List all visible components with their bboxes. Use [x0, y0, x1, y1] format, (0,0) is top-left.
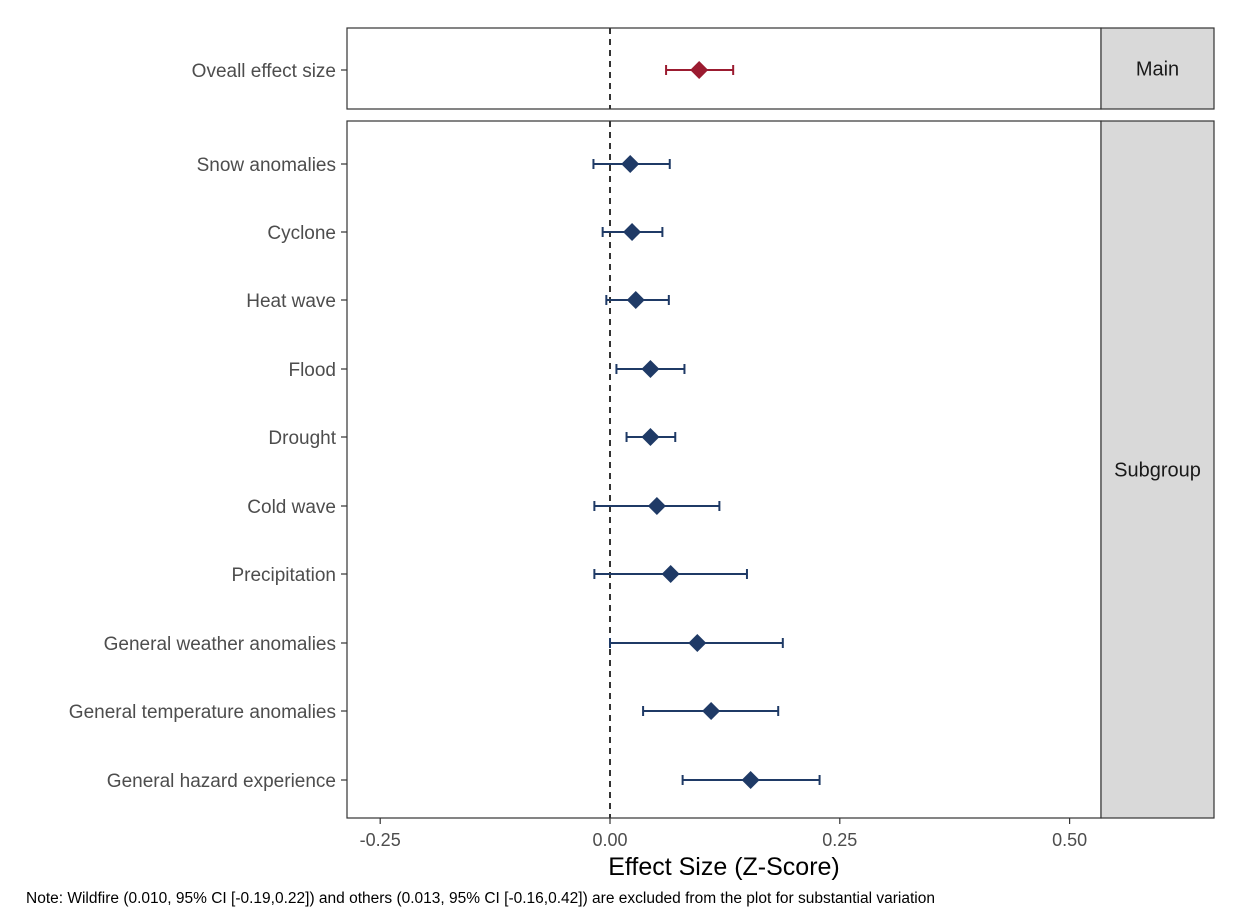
- facet-strips: Main Subgroup: [1100, 27, 1215, 819]
- strip-subgroup: [1100, 120, 1215, 819]
- panel-background: [347, 121, 1101, 818]
- estimates: [592, 61, 821, 789]
- x-tick-label: -0.25: [360, 830, 401, 850]
- row-label: General hazard experience: [107, 771, 336, 792]
- x-tick-label: 0.00: [592, 830, 627, 850]
- estimate-point: [661, 565, 680, 583]
- row-label: Oveall effect size: [192, 61, 336, 82]
- estimate-point: [647, 497, 666, 515]
- row-label: Snow anomalies: [197, 155, 336, 176]
- estimate-point: [641, 360, 660, 378]
- row-label: Drought: [268, 428, 336, 449]
- row-label: Cold wave: [247, 497, 336, 518]
- estimate-point: [621, 155, 640, 173]
- estimate-point: [688, 634, 707, 652]
- row-label: Flood: [288, 360, 336, 381]
- x-tick-label: 0.50: [1052, 830, 1087, 850]
- panels: [346, 27, 1102, 819]
- row-label: General weather anomalies: [104, 634, 336, 655]
- panel-background: [347, 28, 1101, 109]
- estimate-point: [623, 223, 642, 241]
- estimate-point: [626, 291, 645, 309]
- row-label: Heat wave: [246, 291, 336, 312]
- x-axis-title: Effect Size (Z-Score): [608, 853, 840, 881]
- footnote: Note: Wildfire (0.010, 95% CI [-0.19,0.2…: [26, 890, 935, 907]
- strip-label: Main: [1136, 59, 1179, 81]
- estimate-point: [702, 702, 721, 720]
- row-label: Cyclone: [267, 223, 336, 244]
- estimate-point: [641, 428, 660, 446]
- row-label: Precipitation: [231, 565, 336, 586]
- estimate-point: [741, 771, 760, 789]
- x-tick-label: 0.25: [822, 830, 857, 850]
- estimate-point: [690, 61, 709, 79]
- strip-label: Subgroup: [1114, 460, 1201, 482]
- x-axis: -0.25 0.00 0.25 0.50 Effect Size (Z-Score): [341, 69, 1087, 881]
- row-label: General temperature anomalies: [69, 702, 336, 723]
- strip-main: [1100, 27, 1215, 110]
- row-labels: Oveall effect size Snow anomalies Cyclone H…: [69, 61, 337, 792]
